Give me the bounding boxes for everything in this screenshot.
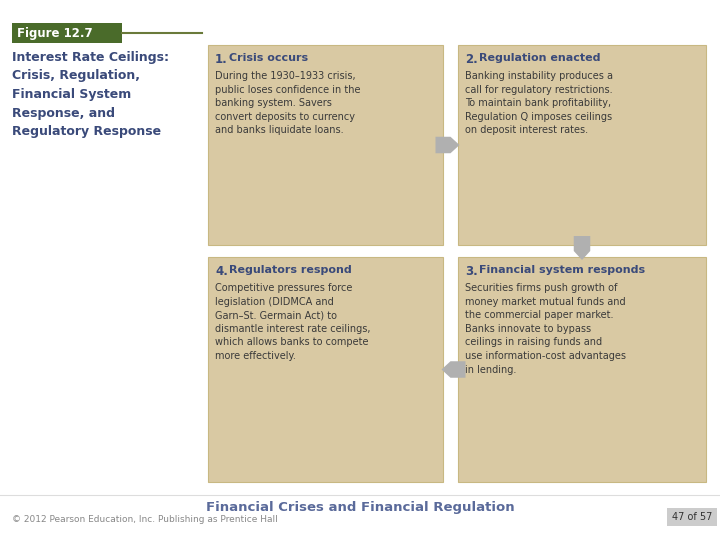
FancyBboxPatch shape (208, 257, 443, 482)
Text: 2.: 2. (465, 53, 478, 66)
FancyBboxPatch shape (458, 45, 706, 245)
Text: Financial Crises and Financial Regulation: Financial Crises and Financial Regulatio… (206, 501, 514, 514)
Text: 4.: 4. (215, 265, 228, 278)
Polygon shape (574, 236, 590, 260)
FancyBboxPatch shape (667, 508, 717, 526)
Polygon shape (441, 361, 466, 378)
FancyBboxPatch shape (12, 23, 122, 43)
Text: Financial system responds: Financial system responds (479, 265, 645, 275)
Text: 1.: 1. (215, 53, 228, 66)
FancyBboxPatch shape (208, 45, 443, 245)
Text: Figure 12.7: Figure 12.7 (17, 26, 93, 39)
Text: Crisis occurs: Crisis occurs (229, 53, 308, 63)
Text: Interest Rate Ceilings:
Crisis, Regulation,
Financial System
Response, and
Regul: Interest Rate Ceilings: Crisis, Regulati… (12, 51, 169, 138)
Text: Regulators respond: Regulators respond (229, 265, 352, 275)
Text: During the 1930–1933 crisis,
public loses confidence in the
banking system. Save: During the 1930–1933 crisis, public lose… (215, 71, 361, 136)
Text: © 2012 Pearson Education, Inc. Publishing as Prentice Hall: © 2012 Pearson Education, Inc. Publishin… (12, 515, 278, 523)
Text: Banking instability produces a
call for regulatory restrictions.
To maintain ban: Banking instability produces a call for … (465, 71, 613, 136)
Text: Securities firms push growth of
money market mutual funds and
the commercial pap: Securities firms push growth of money ma… (465, 283, 626, 375)
Text: 3.: 3. (465, 265, 478, 278)
Text: Regulation enacted: Regulation enacted (479, 53, 600, 63)
Polygon shape (436, 137, 459, 153)
Text: 47 of 57: 47 of 57 (672, 512, 712, 522)
FancyBboxPatch shape (458, 257, 706, 482)
Text: Competitive pressures force
legislation (DIDMCA and
Garn–St. Germain Act) to
dis: Competitive pressures force legislation … (215, 283, 371, 361)
